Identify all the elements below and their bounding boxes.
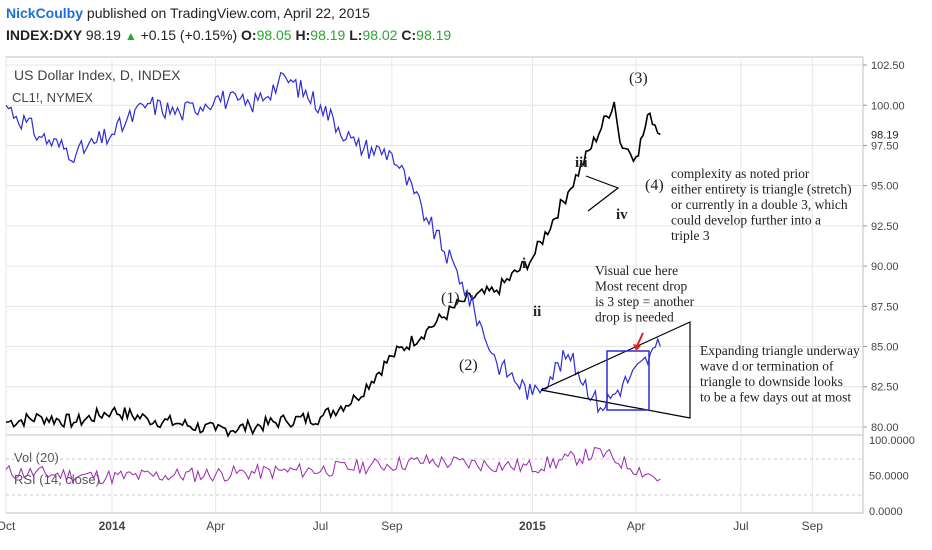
note-line: to be a few days out at most — [700, 390, 851, 405]
grid-lines — [5, 57, 863, 513]
wave-2-label: (2) — [459, 357, 478, 374]
sub-wave-i-label: i — [522, 256, 526, 272]
vol-legend: Vol (20) — [14, 450, 59, 465]
high-label: H: — [295, 27, 311, 43]
last-price-label: 98.19 — [871, 129, 899, 141]
last-price-flag — [865, 126, 911, 142]
dxy-price-line — [5, 101, 661, 438]
note-line: either entirety is triangle (stretch) — [671, 182, 852, 197]
sub-wave-iii-label: iii — [575, 155, 588, 171]
note-line: Visual cue here — [595, 263, 678, 278]
indicator-tick-label: 100.0000 — [869, 435, 915, 447]
low-label: L: — [349, 27, 363, 43]
y-tick-label: 82.50 — [871, 382, 899, 394]
note-line: or currently in a double 3, which — [671, 197, 848, 212]
y-tick-label: 90.00 — [871, 261, 899, 273]
open-value: 98.05 — [256, 27, 292, 43]
wave-3-label: (3) — [629, 70, 648, 87]
main-legend-title: US Dollar Index, D, INDEX — [14, 67, 181, 83]
note-line: is 3 step = another — [595, 294, 695, 309]
x-tick-label: Apr — [206, 519, 225, 533]
note-line: wave d or termination of — [700, 359, 834, 374]
note-line: Most recent drop — [595, 279, 687, 294]
note-line: triple 3 — [671, 228, 710, 243]
expanding-triangle — [540, 321, 691, 419]
symbol: INDEX:DXY — [6, 27, 82, 43]
last-price: 98.19 — [85, 27, 121, 43]
x-tick-label: Oct — [0, 519, 16, 533]
indicator-pane — [5, 434, 864, 514]
x-tick-label: Sep — [802, 519, 824, 533]
series-layer — [5, 71, 661, 486]
publish-line: NickCoulby published on TradingView.com,… — [6, 5, 370, 21]
highlight-box — [606, 350, 650, 411]
y-tick-label: 95.00 — [871, 181, 899, 193]
cl1-overlay-line — [5, 71, 661, 414]
rsi-line — [5, 447, 661, 486]
x-tick-label: 2014 — [99, 519, 126, 533]
y-tick-label: 87.50 — [871, 301, 899, 313]
note-line: triangle to downside looks — [700, 374, 843, 389]
x-tick-label: Apr — [627, 519, 646, 533]
close-label: C: — [401, 27, 417, 43]
indicator-tick-label: 50.0000 — [869, 471, 909, 483]
time-axis: Oct 2014 Apr Jul Sep 2015 Apr Jul Sep — [0, 519, 823, 533]
x-tick-label: Sep — [381, 519, 403, 533]
price-axis: 102.50 100.00 97.50 95.00 92.50 90.00 87.50 85.… — [863, 60, 915, 518]
sub-wave-ii-label: ii — [533, 304, 541, 320]
low-value: 98.02 — [362, 27, 398, 43]
note-line: drop is needed — [595, 310, 674, 325]
sub-wave-iv-label: iv — [616, 207, 628, 223]
red-arrow-head-icon — [633, 344, 641, 351]
main-pane — [5, 56, 864, 436]
y-tick-label: 102.50 — [871, 60, 905, 72]
y-tick-label: 80.00 — [871, 422, 899, 434]
wave-1-label: (1) — [441, 290, 460, 307]
x-tick-label: Jul — [733, 519, 748, 533]
price-change: +0.15 (+0.15%) — [140, 27, 238, 43]
x-tick-label: Jul — [313, 519, 328, 533]
close-value: 98.19 — [416, 27, 452, 43]
rsi-legend: RSI (14, close) — [14, 472, 100, 487]
note-line: complexity as noted prior — [671, 166, 810, 181]
high-value: 98.19 — [310, 27, 346, 43]
x-tick-label: 2015 — [519, 519, 546, 533]
y-tick-label: 100.00 — [871, 100, 905, 112]
ticker-line: INDEX:DXY 98.19 ▲ +0.15 (+0.15%) O:98.05… — [6, 27, 451, 43]
y-tick-label: 92.50 — [871, 221, 899, 233]
wave-4-label: (4) — [645, 177, 664, 194]
indicator-tick-label: 0.0000 — [869, 506, 903, 518]
red-arrow-shaft — [636, 332, 644, 347]
note-line: could develop further into a — [671, 213, 821, 228]
y-tick-label: 85.00 — [871, 342, 899, 354]
author-link[interactable]: NickCoulby — [6, 5, 84, 21]
y-tick-label: 97.50 — [871, 140, 899, 152]
wave-iv-triangle — [585, 175, 620, 212]
open-label: O: — [241, 27, 257, 43]
up-arrow-icon: ▲ — [124, 29, 137, 43]
note-line: Expanding triangle underway — [700, 343, 860, 358]
published-text: published on TradingView.com, April 22, … — [86, 5, 370, 21]
overlay-legend-title: CL1!, NYMEX — [12, 90, 93, 105]
